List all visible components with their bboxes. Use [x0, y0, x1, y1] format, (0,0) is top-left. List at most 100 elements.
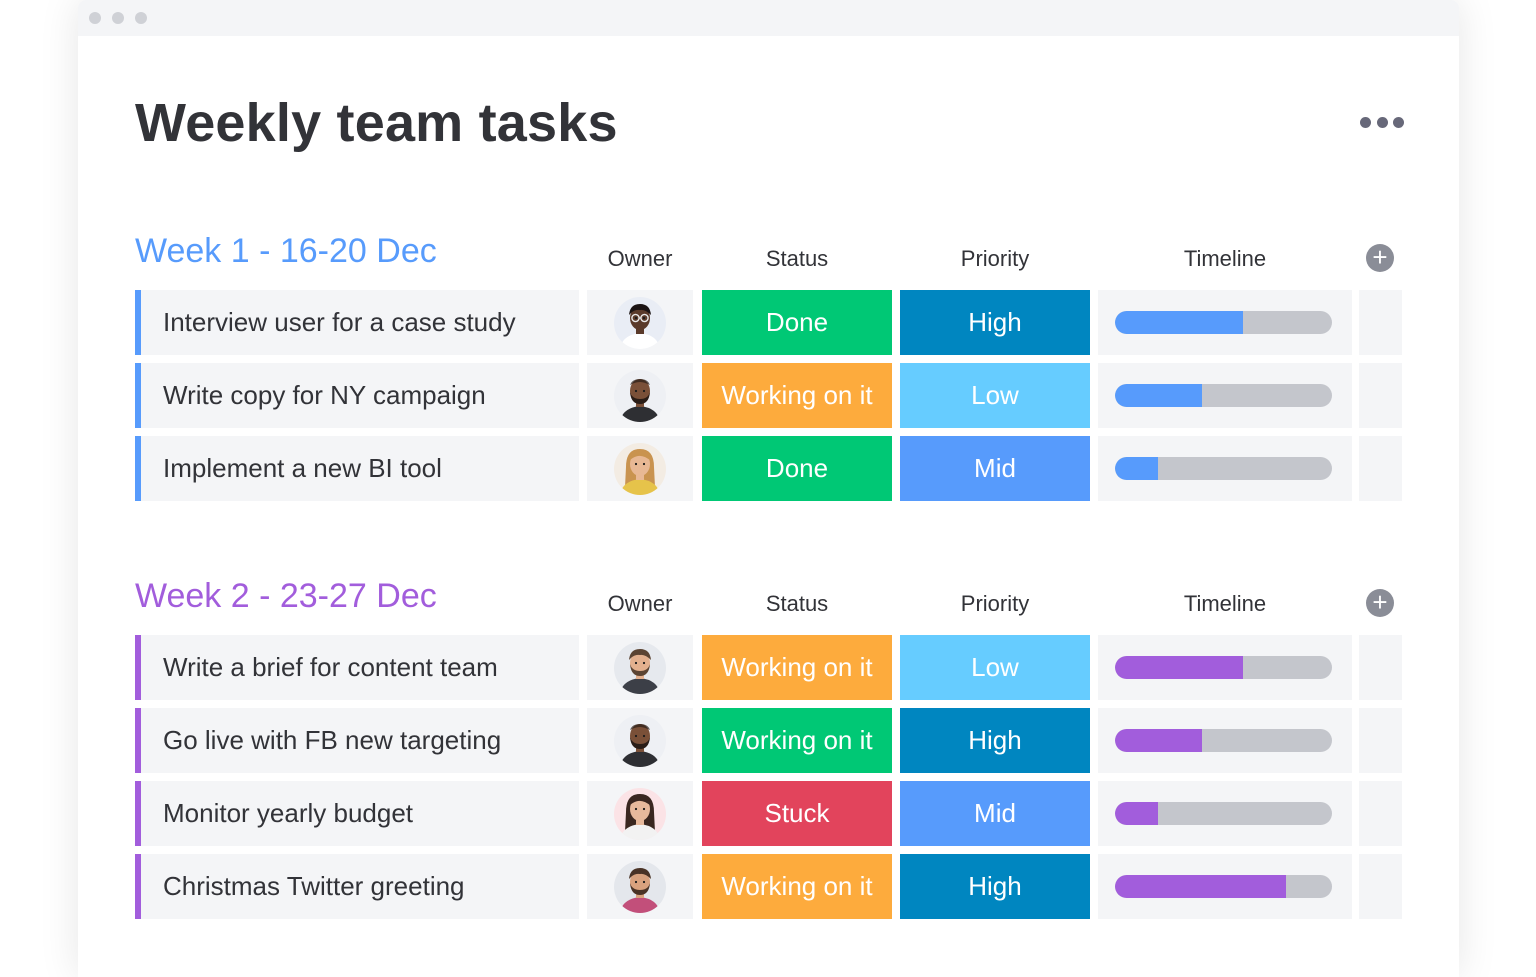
priority-label: Low — [971, 380, 1019, 410]
group-1: Week 1 - 16-20 Dec Owner Status Priority Tim… — [135, 232, 1402, 509]
table-row[interactable]: Interview user for a case study Done High — [135, 290, 1402, 355]
column-header-owner[interactable]: Owner — [607, 591, 673, 616]
timeline-progress-fill — [1115, 457, 1159, 480]
owner-cell[interactable] — [587, 363, 693, 428]
priority-cell[interactable]: High — [900, 290, 1090, 355]
group-title[interactable]: Week 1 - 16-20 Dec — [135, 232, 437, 270]
more-horizontal-icon — [1376, 116, 1388, 128]
status-cell[interactable]: Working on it — [702, 363, 892, 428]
column-header-priority[interactable]: Priority — [960, 591, 1030, 616]
timeline-bar[interactable] — [1115, 875, 1332, 898]
priority-cell[interactable]: Low — [900, 635, 1090, 700]
priority-cell[interactable]: Low — [900, 363, 1090, 428]
empty-extra-cell[interactable] — [1359, 436, 1402, 501]
status-cell[interactable]: Done — [702, 436, 892, 501]
timeline-cell[interactable] — [1098, 436, 1352, 501]
timeline-bar[interactable] — [1115, 729, 1332, 752]
timeline-bar[interactable] — [1115, 656, 1332, 679]
empty-extra-cell[interactable] — [1359, 708, 1402, 773]
table-row[interactable]: Christmas Twitter greeting Working on it H… — [135, 854, 1402, 919]
timeline-bar[interactable] — [1115, 384, 1332, 407]
timeline-cell[interactable] — [1098, 635, 1352, 700]
group-title[interactable]: Week 2 - 23-27 Dec — [135, 577, 437, 615]
task-name-cell[interactable]: Write a brief for content team — [135, 635, 579, 700]
owner-cell[interactable] — [587, 708, 693, 773]
avatar[interactable] — [614, 370, 666, 422]
table-row[interactable]: Write a brief for content team Working on… — [135, 635, 1402, 700]
priority-cell[interactable]: High — [900, 854, 1090, 919]
owner-cell[interactable] — [587, 781, 693, 846]
plus-circle-icon: + — [1372, 587, 1388, 617]
more-options-button[interactable] — [1360, 112, 1404, 132]
avatar[interactable] — [614, 788, 666, 840]
timeline-bar[interactable] — [1115, 311, 1332, 334]
timeline-cell[interactable] — [1098, 290, 1352, 355]
group-color-bar — [135, 854, 141, 919]
task-name: Go live with FB new targeting — [163, 725, 502, 755]
column-header-priority[interactable]: Priority — [960, 246, 1030, 271]
task-name-cell[interactable]: Go live with FB new targeting — [135, 708, 579, 773]
status-cell[interactable]: Working on it — [702, 635, 892, 700]
table-row[interactable]: Implement a new BI tool Done Mid — [135, 436, 1402, 501]
priority-cell[interactable]: High — [900, 708, 1090, 773]
timeline-progress-fill — [1115, 656, 1244, 679]
status-cell[interactable]: Stuck — [702, 781, 892, 846]
priority-cell[interactable]: Mid — [900, 781, 1090, 846]
priority-label: Mid — [974, 453, 1016, 483]
table-row[interactable]: Write copy for NY campaign Working on it L… — [135, 363, 1402, 428]
owner-cell[interactable] — [587, 854, 693, 919]
status-cell[interactable]: Working on it — [702, 854, 892, 919]
timeline-progress-fill — [1115, 875, 1287, 898]
owner-cell[interactable] — [587, 436, 693, 501]
timeline-cell[interactable] — [1098, 781, 1352, 846]
status-label: Working on it — [721, 871, 873, 901]
empty-extra-cell[interactable] — [1359, 854, 1402, 919]
timeline-bar[interactable] — [1115, 802, 1332, 825]
column-header-status[interactable]: Status — [765, 246, 829, 271]
task-name-cell[interactable]: Christmas Twitter greeting — [135, 854, 579, 919]
avatar[interactable] — [614, 715, 666, 767]
priority-label: Mid — [974, 798, 1016, 828]
empty-extra-cell[interactable] — [1359, 635, 1402, 700]
timeline-progress-fill — [1115, 729, 1202, 752]
task-name-cell[interactable]: Monitor yearly budget — [135, 781, 579, 846]
task-name-cell[interactable]: Interview user for a case study — [135, 290, 579, 355]
status-label: Working on it — [721, 380, 873, 410]
avatar[interactable] — [614, 297, 666, 349]
timeline-bar[interactable] — [1115, 457, 1332, 480]
empty-extra-cell[interactable] — [1359, 290, 1402, 355]
add-column-button[interactable]: + — [1366, 244, 1394, 272]
more-horizontal-icon — [1360, 116, 1371, 128]
board-window: Weekly team tasks Week 1 - 16-20 Dec Owne… — [78, 0, 1459, 977]
avatar[interactable] — [614, 443, 666, 495]
status-cell[interactable]: Working on it — [702, 708, 892, 773]
table-row[interactable]: Go live with FB new targeting Working on … — [135, 708, 1402, 773]
avatar[interactable] — [614, 861, 666, 913]
task-name-cell[interactable]: Implement a new BI tool — [135, 436, 579, 501]
timeline-cell[interactable] — [1098, 708, 1352, 773]
timeline-cell[interactable] — [1098, 854, 1352, 919]
owner-cell[interactable] — [587, 635, 693, 700]
status-label: Stuck — [764, 798, 830, 828]
column-header-timeline[interactable]: Timeline — [1183, 591, 1267, 616]
column-header-timeline[interactable]: Timeline — [1183, 246, 1267, 271]
window-titlebar — [78, 0, 1459, 36]
priority-cell[interactable]: Mid — [900, 436, 1090, 501]
group-color-bar — [135, 781, 141, 846]
avatar[interactable] — [614, 642, 666, 694]
empty-extra-cell[interactable] — [1359, 363, 1402, 428]
timeline-progress-fill — [1115, 311, 1244, 334]
window-maximize-dot[interactable] — [135, 12, 147, 24]
owner-cell[interactable] — [587, 290, 693, 355]
window-close-dot[interactable] — [89, 12, 101, 24]
timeline-cell[interactable] — [1098, 363, 1352, 428]
status-cell[interactable]: Done — [702, 290, 892, 355]
column-header-status[interactable]: Status — [765, 591, 829, 616]
add-column-button[interactable]: + — [1366, 589, 1394, 617]
table-row[interactable]: Monitor yearly budget Stuck Mid — [135, 781, 1402, 846]
column-header-owner[interactable]: Owner — [607, 246, 673, 271]
empty-extra-cell[interactable] — [1359, 781, 1402, 846]
priority-label: High — [968, 307, 1022, 337]
window-minimize-dot[interactable] — [112, 12, 124, 24]
task-name-cell[interactable]: Write copy for NY campaign — [135, 363, 579, 428]
